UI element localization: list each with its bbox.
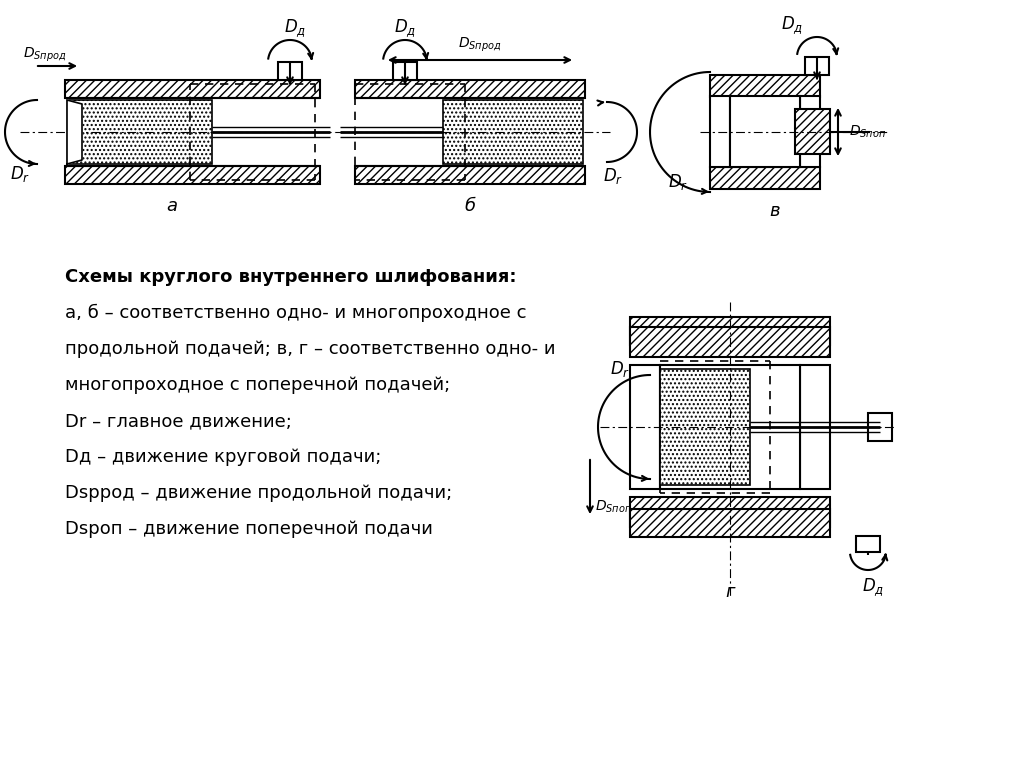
Bar: [800, 96, 820, 167]
Bar: [868, 413, 892, 441]
Text: продольной подачей; в, г – соответственно одно- и: продольной подачей; в, г – соответственн…: [65, 340, 555, 358]
Text: $D_д$: $D_д$: [284, 17, 306, 39]
Bar: [443, 100, 583, 164]
Text: Схемы круглого внутреннего шлифования:: Схемы круглого внутреннего шлифования:: [65, 268, 516, 286]
Bar: [710, 96, 730, 167]
Text: многопроходное с поперечной подачей;: многопроходное с поперечной подачей;: [65, 376, 451, 394]
Bar: [660, 365, 800, 489]
Bar: [630, 509, 830, 537]
Bar: [65, 80, 319, 98]
Bar: [710, 75, 820, 97]
Text: $D_д$: $D_д$: [781, 14, 803, 36]
Text: $D_r$: $D_r$: [10, 164, 30, 184]
Text: Dspоп – движение поперечной подачи: Dspоп – движение поперечной подачи: [65, 520, 433, 538]
Bar: [355, 80, 585, 98]
Text: а, б – соответственно одно- и многопроходное с: а, б – соответственно одно- и многопрохо…: [65, 304, 526, 322]
Bar: [805, 57, 829, 75]
Bar: [800, 365, 830, 489]
Bar: [710, 167, 820, 189]
Text: г: г: [725, 583, 735, 601]
Text: $D_{S\mathregular{прод}}$: $D_{S\mathregular{прод}}$: [459, 36, 502, 54]
Text: $D_д$: $D_д$: [394, 17, 416, 39]
Bar: [355, 166, 585, 184]
Bar: [393, 62, 417, 80]
Text: Dд – движение круговой подачи;: Dд – движение круговой подачи;: [65, 448, 381, 466]
Bar: [660, 369, 750, 485]
Text: б: б: [465, 197, 475, 215]
Text: $D_r$: $D_r$: [610, 359, 630, 379]
Bar: [67, 100, 212, 164]
Bar: [278, 62, 302, 80]
Bar: [795, 109, 830, 154]
Text: $D_{S\mathregular{прод}}$: $D_{S\mathregular{прод}}$: [23, 46, 67, 64]
Bar: [630, 317, 830, 345]
Text: $D_{S\mathregular{поп}}$: $D_{S\mathregular{поп}}$: [595, 499, 632, 515]
Text: Dspрод – движение продольной подачи;: Dspрод – движение продольной подачи;: [65, 484, 453, 502]
Text: а: а: [167, 197, 177, 215]
Text: в: в: [770, 202, 780, 220]
Text: Dr – главное движение;: Dr – главное движение;: [65, 412, 292, 430]
Bar: [730, 96, 800, 167]
Bar: [630, 365, 660, 489]
Text: $D_r$: $D_r$: [668, 172, 688, 192]
Bar: [630, 327, 830, 357]
Text: $D_r$: $D_r$: [603, 166, 623, 186]
Bar: [630, 497, 830, 527]
Text: $D_{S\mathregular{поп}}$: $D_{S\mathregular{поп}}$: [850, 123, 887, 140]
Polygon shape: [67, 100, 82, 164]
Bar: [856, 536, 880, 552]
Bar: [65, 166, 319, 184]
Text: $D_д$: $D_д$: [862, 576, 884, 597]
